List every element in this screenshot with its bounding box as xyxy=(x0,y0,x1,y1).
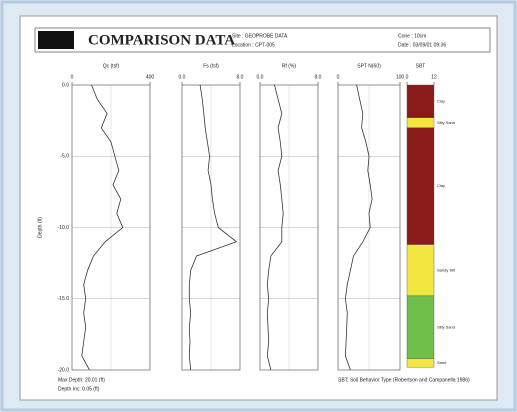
sbt-label: Silty Sand xyxy=(437,324,455,329)
footer-note: SBT: Soil Behavior Type (Robertson and C… xyxy=(338,377,470,383)
panel-title: Rf (%) xyxy=(282,63,297,69)
logo xyxy=(38,31,74,49)
sbt-layer xyxy=(406,127,435,245)
x-tick-label: 12 xyxy=(431,74,437,80)
sbt-label: Clay xyxy=(437,183,445,188)
panel-title: Fs (tsf) xyxy=(203,63,219,69)
x-tick-label: 0 xyxy=(71,74,74,80)
panel-title: SBT xyxy=(416,63,426,69)
sbt-layer xyxy=(406,117,435,128)
sbt-layer xyxy=(406,295,435,359)
sbt-label: Sandy Silt xyxy=(437,267,456,272)
location: Location : CPT-005 xyxy=(232,42,275,48)
y-axis-label: Depth (ft) xyxy=(37,217,43,238)
profile-line xyxy=(344,84,373,371)
y-tick-label: -10.0 xyxy=(58,225,70,231)
sbt-label: Silty Sand xyxy=(437,120,455,125)
x-tick-label: 8.0 xyxy=(315,74,322,80)
max-depth: Max Depth: 20.01 (ft) xyxy=(58,377,105,383)
x-tick-label: 0.0 xyxy=(179,74,186,80)
sbt-label: Clay xyxy=(437,98,445,103)
cone: Cone : 10cm xyxy=(398,33,426,39)
x-tick-label: 0 xyxy=(337,74,340,80)
sbt-label: Sand xyxy=(437,360,446,365)
y-tick-label: -15.0 xyxy=(58,296,70,302)
depth-inc: Depth Inc: 0.05 (ft) xyxy=(58,386,100,392)
sbt-layer xyxy=(406,244,435,297)
profile-line xyxy=(81,84,124,371)
sbt-layer xyxy=(406,358,435,368)
x-tick-label: 8.0 xyxy=(237,74,244,80)
profile-line xyxy=(266,84,284,371)
header-box xyxy=(34,27,491,53)
y-tick-label: 0.0 xyxy=(62,82,69,88)
profile-line xyxy=(188,84,238,371)
x-tick-label: 100 xyxy=(396,74,405,80)
sbt-layer xyxy=(406,84,435,118)
panel-title: SPT N(60) xyxy=(357,63,381,69)
panel-title: Qc (tsf) xyxy=(103,63,120,69)
x-tick-label: 400 xyxy=(146,74,155,80)
x-tick-label: 0.0 xyxy=(257,74,264,80)
y-tick-label: -20.0 xyxy=(58,367,70,373)
date: Date : 03/09/01 09:36 xyxy=(398,42,446,48)
y-tick-label: -5.0 xyxy=(60,154,69,160)
x-tick-label: 0 xyxy=(406,74,409,80)
site: Site : GEOPROBE DATA xyxy=(232,33,288,39)
header-title: COMPARISON DATA xyxy=(88,32,235,48)
